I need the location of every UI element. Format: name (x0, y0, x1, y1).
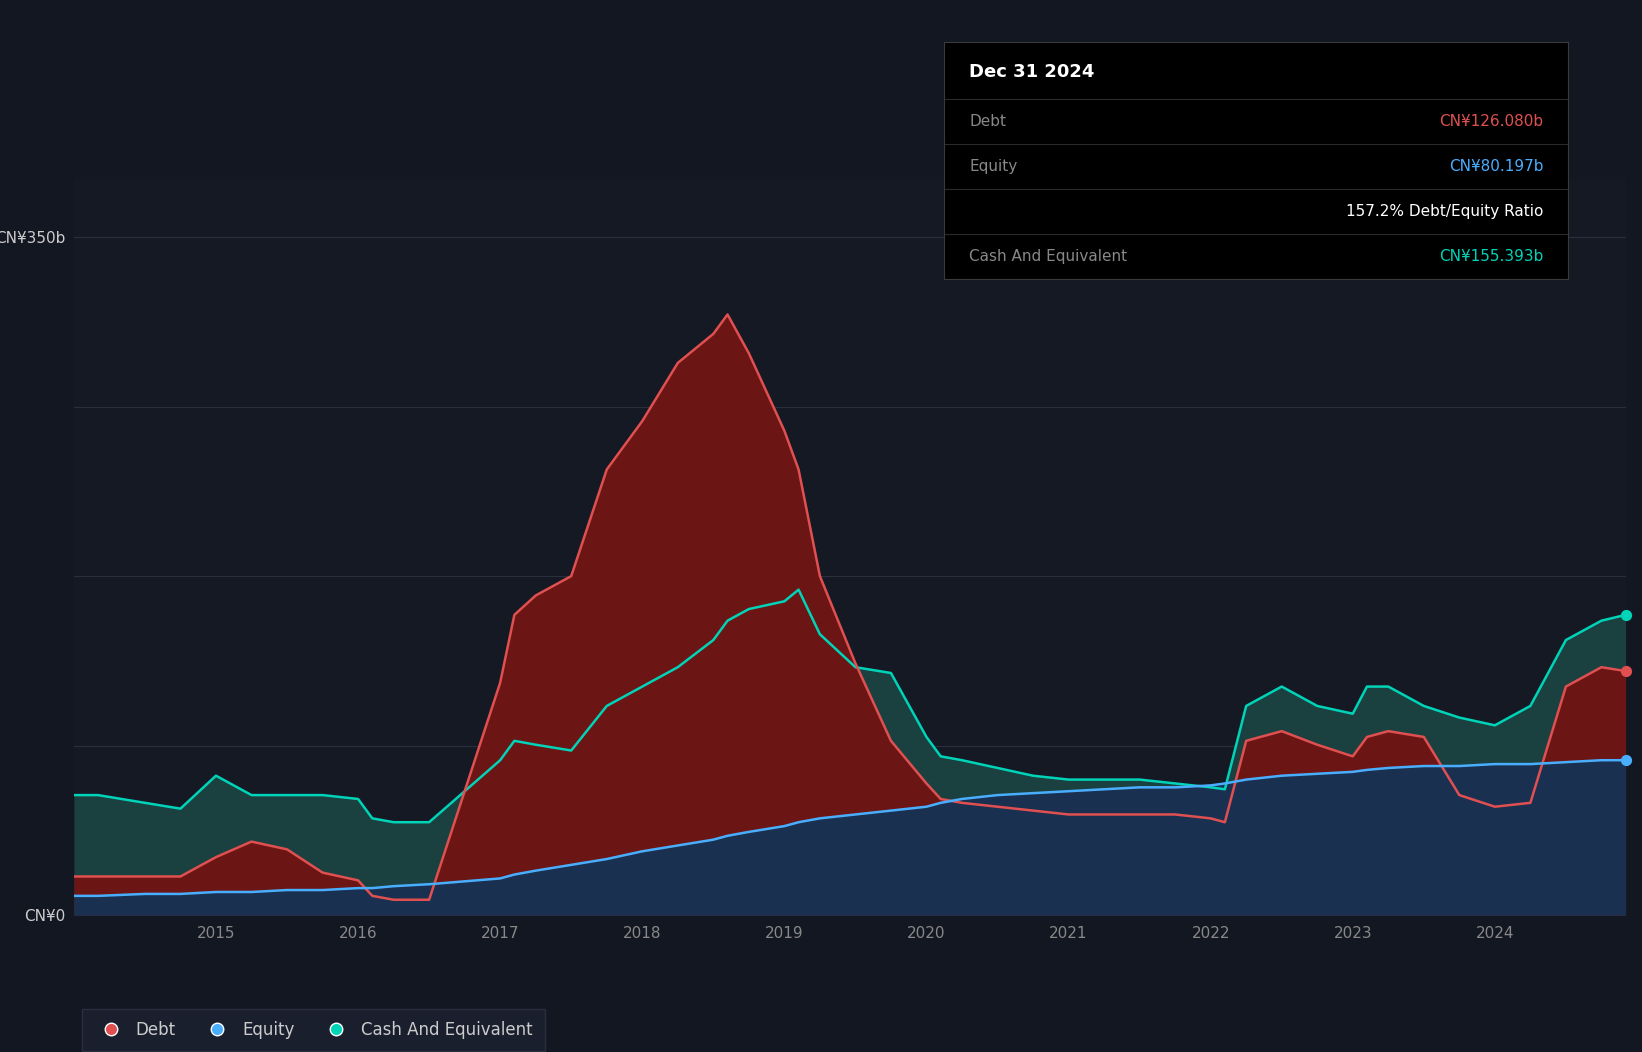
Text: Cash And Equivalent: Cash And Equivalent (969, 248, 1128, 264)
Legend: Debt, Equity, Cash And Equivalent: Debt, Equity, Cash And Equivalent (82, 1009, 545, 1051)
Text: Equity: Equity (969, 159, 1018, 174)
Point (1612, 663, 1639, 680)
Text: Dec 31 2024: Dec 31 2024 (969, 63, 1095, 81)
Text: 157.2% Debt/Equity Ratio: 157.2% Debt/Equity Ratio (1346, 204, 1543, 219)
Text: CN¥155.393b: CN¥155.393b (1438, 248, 1543, 264)
Point (1612, 606, 1639, 623)
Text: CN¥126.080b: CN¥126.080b (1438, 114, 1543, 129)
Point (1612, 752, 1639, 769)
Text: CN¥80.197b: CN¥80.197b (1448, 159, 1543, 174)
Text: Debt: Debt (969, 114, 1007, 129)
